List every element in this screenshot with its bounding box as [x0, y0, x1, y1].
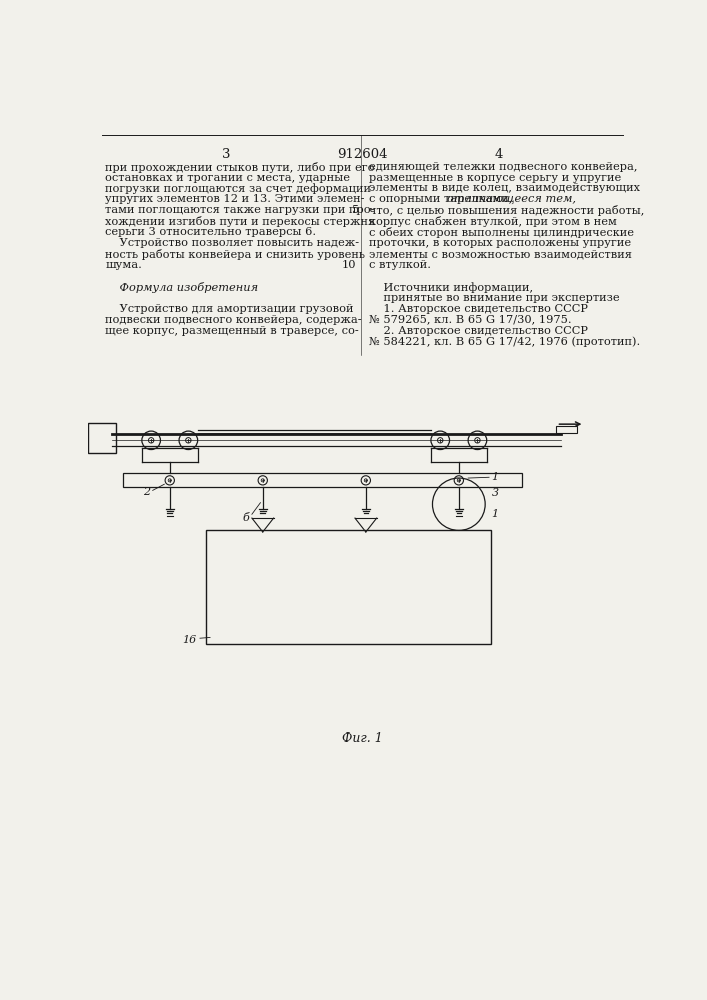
Text: при прохождении стыков пути, либо при его: при прохождении стыков пути, либо при ег… [105, 162, 375, 173]
Text: Устройство позволяет повысить надеж-: Устройство позволяет повысить надеж- [105, 238, 360, 248]
Text: подвески подвесного конвейера, содержа-: подвески подвесного конвейера, содержа- [105, 315, 362, 325]
Text: б: б [243, 513, 249, 523]
Text: ность работы конвейера и снизить уровень: ность работы конвейера и снизить уровень [105, 249, 366, 260]
Text: Фиг. 1: Фиг. 1 [341, 732, 382, 745]
Text: 2: 2 [143, 487, 150, 497]
Text: погрузки поглощаются за счет деформации: погрузки поглощаются за счет деформации [105, 183, 371, 194]
Text: размещенные в корпусе серьгу и упругие: размещенные в корпусе серьгу и упругие [369, 173, 621, 183]
Text: шума.: шума. [105, 260, 142, 270]
Bar [206, 530, 491, 644]
Text: серьги 3 относительно траверсы 6.: серьги 3 относительно траверсы 6. [105, 227, 317, 237]
Text: элементы в виде колец, взаимодействующих: элементы в виде колец, взаимодействующих [369, 183, 640, 193]
Text: что, с целью повышения надежности работы,: что, с целью повышения надежности работы… [369, 205, 644, 216]
Text: тами поглощаются также нагрузки при про-: тами поглощаются также нагрузки при про- [105, 205, 375, 215]
Text: Формула изобретения: Формула изобретения [105, 282, 259, 293]
Text: № 579265, кл. B 65 G 17/30, 1975.: № 579265, кл. B 65 G 17/30, 1975. [369, 315, 571, 325]
Text: хождении изгибов пути и перекосы стержня: хождении изгибов пути и перекосы стержня [105, 216, 375, 227]
Text: остановках и трогании с места, ударные: остановках и трогании с места, ударные [105, 173, 351, 183]
Bar [123, 473, 522, 487]
Text: корпус снабжен втулкой, при этом в нем: корпус снабжен втулкой, при этом в нем [369, 216, 617, 227]
Text: 3: 3 [491, 488, 498, 498]
Text: с опорными тарелками,: с опорными тарелками, [369, 194, 516, 204]
Text: отличающееся тем,: отличающееся тем, [447, 194, 576, 204]
Text: 3: 3 [222, 148, 230, 161]
Text: единяющей тележки подвесного конвейера,: единяющей тележки подвесного конвейера, [369, 162, 638, 172]
Text: 4: 4 [495, 148, 503, 161]
Text: 16: 16 [182, 635, 197, 645]
Text: с обеих сторон выполнены цилиндрические: с обеих сторон выполнены цилиндрические [369, 227, 634, 238]
Text: принятые во внимание при экспертизе: принятые во внимание при экспертизе [369, 293, 619, 303]
Text: 912604: 912604 [337, 148, 387, 161]
Text: 10: 10 [342, 260, 356, 270]
Text: проточки, в которых расположены упругие: проточки, в которых расположены упругие [369, 238, 631, 248]
Text: 2. Авторское свидетельство СССР: 2. Авторское свидетельство СССР [369, 326, 588, 336]
Text: Устройство для амортизации грузовой: Устройство для амортизации грузовой [105, 304, 354, 314]
Text: Источники информации,: Источники информации, [369, 282, 533, 293]
Bar [556, 426, 577, 433]
Text: с втулкой.: с втулкой. [369, 260, 431, 270]
Text: упругих элементов 12 и 13. Этими элемен-: упругих элементов 12 и 13. Этими элемен- [105, 194, 365, 204]
Bar [88, 423, 115, 453]
Text: элементы с возможностью взаимодействия: элементы с возможностью взаимодействия [369, 249, 632, 259]
Text: щее корпус, размещенный в траверсе, со-: щее корпус, размещенный в траверсе, со- [105, 326, 359, 336]
Text: 1: 1 [491, 472, 498, 482]
Text: № 584221, кл. B 65 G 17/42, 1976 (прототип).: № 584221, кл. B 65 G 17/42, 1976 (протот… [369, 337, 640, 347]
Text: 1: 1 [491, 509, 498, 519]
Text: 5: 5 [352, 205, 360, 215]
Text: 1. Авторское свидетельство СССР: 1. Авторское свидетельство СССР [369, 304, 588, 314]
